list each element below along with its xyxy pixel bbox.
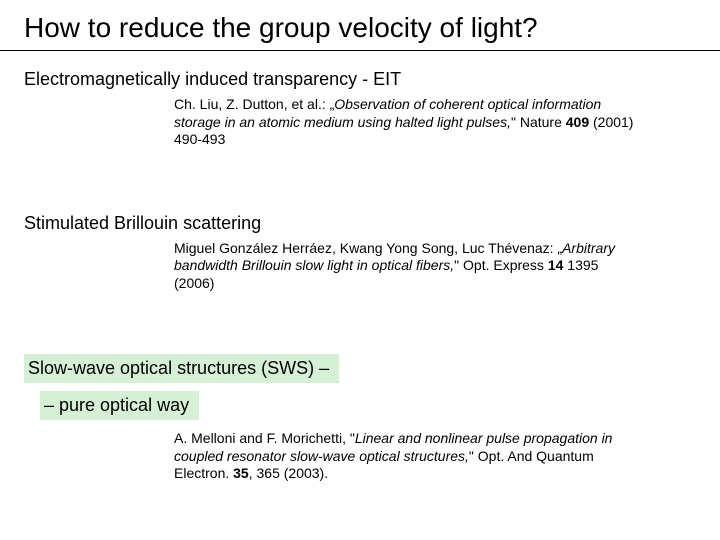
sws-heading-2: – pure optical way [44, 395, 189, 415]
section-heading-sbs: Stimulated Brillouin scattering [24, 213, 696, 234]
citation-rest: , 365 (2003). [249, 465, 328, 481]
citation-vol: 14 [548, 257, 564, 273]
citation-after: " Opt. Express [454, 257, 548, 273]
citation-sbs: Miguel González Herráez, Kwang Yong Song… [174, 240, 636, 293]
section-sws: Slow-wave optical structures (SWS) – – p… [0, 354, 720, 483]
slide-title: How to reduce the group velocity of ligh… [0, 0, 720, 51]
citation-sws: A. Melloni and F. Morichetti, "Linear an… [174, 430, 636, 483]
sws-heading-1: Slow-wave optical structures (SWS) – [28, 358, 329, 378]
section-sbs: Stimulated Brillouin scattering Miguel G… [0, 213, 720, 293]
highlight-line-1: Slow-wave optical structures (SWS) – [24, 354, 339, 383]
citation-vol: 409 [566, 114, 589, 130]
citation-authors: Miguel González Herráez, Kwang Yong Song… [174, 240, 562, 256]
citation-authors: Ch. Liu, Z. Dutton, et al.: „ [174, 96, 334, 112]
section-heading-eit: Electromagnetically induced transparency… [24, 69, 696, 90]
section-eit: Electromagnetically induced transparency… [0, 69, 720, 149]
citation-vol: 35 [233, 465, 249, 481]
highlight-line-2: – pure optical way [40, 391, 199, 420]
citation-eit: Ch. Liu, Z. Dutton, et al.: „Observation… [174, 96, 636, 149]
citation-authors: A. Melloni and F. Morichetti, " [174, 430, 355, 446]
citation-after: " Nature [511, 114, 566, 130]
